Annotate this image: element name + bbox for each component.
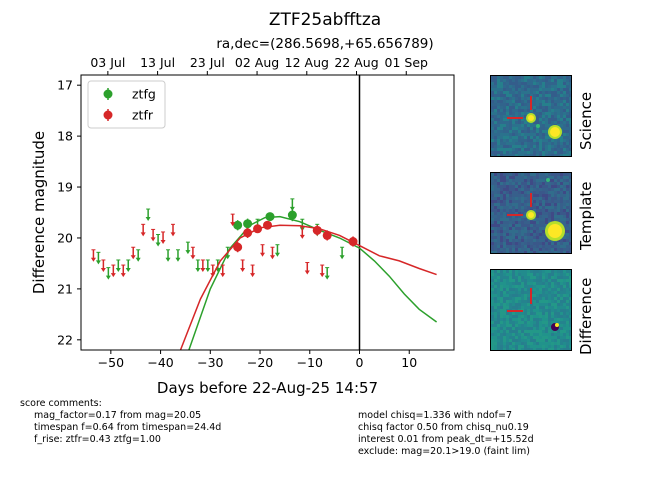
- upper-limit-ztfg: [274, 244, 280, 257]
- upper-limit-ztfg: [95, 251, 101, 265]
- science-label: Science: [577, 91, 595, 150]
- model-comment-line: interest 0.01 from peak_dt=+15.52d: [358, 434, 534, 445]
- legend-label-ztfr: ztfr: [132, 108, 154, 123]
- detection-ztfr: [253, 224, 263, 234]
- upper-limit-ztfg: [135, 249, 141, 262]
- detection-ztfr: [322, 230, 332, 241]
- top-tick-label: 13 Jul: [140, 55, 175, 70]
- upper-limit-ztfr: [299, 226, 305, 239]
- detection-ztfr: [312, 225, 322, 236]
- x-tick-label: 10: [401, 355, 417, 370]
- upper-limit-ztfg: [195, 259, 201, 272]
- detection-ztfg: [243, 218, 253, 229]
- upper-limit-ztfr: [230, 213, 236, 227]
- x-tick-label: 0: [356, 355, 364, 370]
- score-comment-line: timespan f=0.64 from timespan=24.4d: [34, 422, 222, 433]
- y-tick-label: 19: [57, 180, 73, 195]
- upper-limit-ztfr: [100, 259, 106, 272]
- model-comment-line: exclude: mag=20.1>19.0 (faint lim): [358, 446, 530, 457]
- top-tick-label: 22 Aug: [334, 55, 378, 70]
- x-tick-label: −10: [297, 355, 323, 370]
- template-cutout: [490, 172, 572, 254]
- plot-frame: [80, 74, 455, 351]
- y-tick-label: 20: [57, 230, 73, 245]
- score-comment-line: mag_factor=0.17 from mag=20.05: [34, 410, 202, 421]
- science-image: [491, 76, 571, 156]
- upper-limit-ztfr: [269, 246, 275, 260]
- legend-marker-ztfg: [103, 89, 113, 99]
- upper-limit-ztfr: [150, 228, 156, 242]
- x-axis-label: Days before 22-Aug-25 14:57: [157, 379, 378, 397]
- upper-limit-ztfg: [115, 259, 121, 272]
- chart-title: ZTF25abfftza: [269, 10, 381, 30]
- model-curve-ztfr: [179, 224, 437, 350]
- model-comment-line: model chisq=1.336 with ndof=7: [358, 410, 513, 421]
- top-tick-label: 23 Jul: [190, 55, 225, 70]
- y-axis-label: Difference magnitude: [30, 131, 48, 294]
- upper-limit-ztfr: [90, 249, 96, 262]
- upper-limit-ztfr: [240, 259, 246, 272]
- x-tick-label: −40: [147, 355, 173, 370]
- y-tick-label: 22: [57, 332, 73, 347]
- upper-limit-ztfr: [260, 244, 266, 257]
- upper-limit-ztfr: [190, 246, 196, 260]
- x-tick-label: −30: [197, 355, 223, 370]
- score-comments-header: score comments:: [20, 398, 102, 409]
- detection-ztfg: [233, 220, 243, 231]
- upper-limit-ztfg: [205, 259, 211, 272]
- x-tick-label: −50: [98, 355, 124, 370]
- upper-limit-ztfg: [155, 234, 161, 247]
- top-tick-label: 02 Aug: [235, 55, 279, 70]
- detection-ztfr: [348, 236, 358, 247]
- upper-limit-ztfg: [339, 246, 345, 260]
- x-tick-label: −20: [247, 355, 273, 370]
- upper-limit-ztfr: [140, 223, 146, 237]
- difference-label: Difference: [577, 277, 595, 355]
- difference-cutout: [490, 269, 572, 351]
- top-tick-label: 12 Aug: [285, 55, 329, 70]
- upper-limit-ztfg: [165, 249, 171, 262]
- y-tick-label: 17: [57, 78, 73, 93]
- detection-ztfr: [233, 242, 243, 253]
- template-label: Template: [577, 181, 595, 250]
- legend: ztfg ztfr: [87, 80, 166, 129]
- upper-limit-ztfg: [289, 198, 295, 211]
- detection-ztfg: [265, 212, 275, 222]
- score-comment-line: f_rise: ztfr=0.43 ztfg=1.00: [34, 434, 161, 445]
- difference-image: [491, 270, 571, 350]
- top-tick-label: 01 Sep: [385, 55, 429, 70]
- upper-limit-ztfr: [160, 231, 166, 244]
- upper-limit-ztfg: [105, 267, 111, 280]
- upper-limit-ztfg: [145, 208, 151, 222]
- upper-limit-ztfr: [250, 264, 256, 278]
- upper-limit-ztfr: [170, 223, 176, 237]
- upper-limit-ztfr: [130, 246, 136, 260]
- model-comment-line: chisq factor 0.50 from chisq_nu0.19: [358, 422, 529, 433]
- chart-subtitle: ra,dec=(286.5698,+65.656789): [216, 36, 433, 52]
- y-tick-label: 21: [57, 281, 73, 296]
- detection-ztfg: [287, 208, 297, 222]
- upper-limit-ztfg: [185, 241, 191, 255]
- upper-limit-ztfg: [175, 249, 181, 262]
- template-image: [491, 173, 571, 253]
- legend-marker-ztfr: [103, 110, 113, 120]
- upper-limit-ztfg: [125, 259, 131, 272]
- detection-ztfr: [243, 227, 253, 238]
- upper-limit-ztfr: [200, 259, 206, 272]
- top-tick-label: 03 Jul: [90, 55, 125, 70]
- upper-limit-ztfr: [210, 264, 216, 278]
- upper-limit-ztfg: [324, 267, 330, 280]
- legend-label-ztfg: ztfg: [132, 87, 156, 102]
- upper-limit-ztfr: [110, 264, 116, 278]
- y-tick-label: 18: [57, 129, 73, 144]
- science-cutout: [490, 75, 572, 157]
- upper-limit-ztfr: [120, 264, 126, 278]
- detection-ztfr: [263, 220, 272, 230]
- upper-limit-ztfr: [220, 264, 226, 278]
- upper-limit-ztfr: [319, 264, 325, 278]
- upper-limit-ztfr: [304, 262, 310, 275]
- plot-contents: [90, 75, 438, 350]
